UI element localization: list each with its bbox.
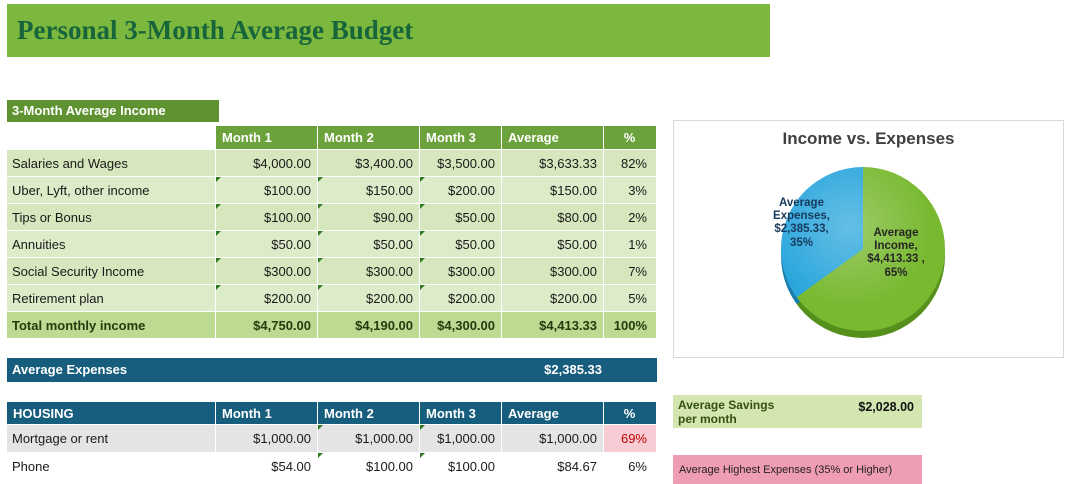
average-savings-value[interactable]: $2,028.00 [858,400,914,414]
highest-expenses-label: Average Highest Expenses (35% or Higher) [679,463,893,476]
cell-percent[interactable]: 6% [604,453,657,481]
income-table: Month 1 Month 2 Month 3 Average % Salari… [7,126,657,339]
total-month1[interactable]: $4,750.00 [216,312,318,339]
housing-row-label[interactable]: Phone [7,453,216,481]
average-savings-box: Average Savings per month $2,028.00 [673,395,922,428]
corner-cell [7,126,216,150]
cell-average[interactable]: $3,633.33 [502,150,604,177]
cell-month3[interactable]: $300.00 [420,258,502,285]
cell-month2[interactable]: $100.00 [318,453,420,481]
average-savings-label: Average Savings per month [678,398,775,427]
income-row: Annuities $50.00 $50.00 $50.00 $50.00 1% [7,231,657,258]
income-row: Social Security Income $300.00 $300.00 $… [7,258,657,285]
income-vs-expenses-chart: Income vs. Expenses Average Expenses, $2… [673,120,1064,358]
cell-month3[interactable]: $200.00 [420,177,502,204]
column-header-month2: Month 2 [318,126,420,150]
cell-average[interactable]: $80.00 [502,204,604,231]
column-header-percent: % [604,402,657,425]
cell-average[interactable]: $1,000.00 [502,425,604,453]
income-row: Salaries and Wages $4,000.00 $3,400.00 $… [7,150,657,177]
page-title: Personal 3-Month Average Budget [17,15,414,45]
column-header-month3: Month 3 [420,126,502,150]
cell-month1[interactable]: $100.00 [216,204,318,231]
pie-label-expenses: Average Expenses, $2,385.33, 35% [773,197,830,249]
cell-percent[interactable]: 82% [604,150,657,177]
income-row: Uber, Lyft, other income $100.00 $150.00… [7,177,657,204]
housing-section-header: HOUSING [7,402,216,425]
cell-average[interactable]: $84.67 [502,453,604,481]
cell-percent[interactable]: 3% [604,177,657,204]
column-header-month3: Month 3 [420,402,502,425]
housing-row: Mortgage or rent $1,000.00 $1,000.00 $1,… [7,425,657,453]
cell-percent[interactable]: 5% [604,285,657,312]
cell-month3[interactable]: $1,000.00 [420,425,502,453]
income-row-label[interactable]: Uber, Lyft, other income [7,177,216,204]
housing-row: Phone $54.00 $100.00 $100.00 $84.67 6% [7,453,657,481]
total-average[interactable]: $4,413.33 [502,312,604,339]
cell-month1[interactable]: $4,000.00 [216,150,318,177]
cell-month2[interactable]: $1,000.00 [318,425,420,453]
income-row-label[interactable]: Retirement plan [7,285,216,312]
cell-average[interactable]: $150.00 [502,177,604,204]
cell-month1[interactable]: $50.00 [216,231,318,258]
cell-percent-highlight[interactable]: 69% [604,425,657,453]
housing-header-row: HOUSING Month 1 Month 2 Month 3 Average … [7,402,657,425]
cell-month2[interactable]: $90.00 [318,204,420,231]
cell-month3[interactable]: $50.00 [420,204,502,231]
cell-percent[interactable]: 1% [604,231,657,258]
cell-month2[interactable]: $50.00 [318,231,420,258]
highest-expenses-box: Average Highest Expenses (35% or Higher) [673,455,922,484]
cell-month1[interactable]: $300.00 [216,258,318,285]
total-percent[interactable]: 100% [604,312,657,339]
cell-percent[interactable]: 7% [604,258,657,285]
cell-month3[interactable]: $50.00 [420,231,502,258]
income-header-row: Month 1 Month 2 Month 3 Average % [7,126,657,150]
income-section-header: 3-Month Average Income [7,100,219,122]
cell-month1[interactable]: $1,000.00 [216,425,318,453]
income-row-label[interactable]: Annuities [7,231,216,258]
column-header-month1: Month 1 [216,402,318,425]
column-header-month2: Month 2 [318,402,420,425]
total-month2[interactable]: $4,190.00 [318,312,420,339]
housing-table: HOUSING Month 1 Month 2 Month 3 Average … [7,402,657,481]
cell-month1[interactable]: $200.00 [216,285,318,312]
housing-row-label[interactable]: Mortgage or rent [7,425,216,453]
total-month3[interactable]: $4,300.00 [420,312,502,339]
income-row: Tips or Bonus $100.00 $90.00 $50.00 $80.… [7,204,657,231]
column-header-average: Average [502,402,604,425]
average-expenses-bar: Average Expenses $2,385.33 [7,358,657,382]
total-row-label[interactable]: Total monthly income [7,312,216,339]
column-header-percent: % [604,126,657,150]
cell-month2[interactable]: $3,400.00 [318,150,420,177]
column-header-month1: Month 1 [216,126,318,150]
income-row-label[interactable]: Tips or Bonus [7,204,216,231]
income-row-label[interactable]: Salaries and Wages [7,150,216,177]
average-expenses-value[interactable]: $2,385.33 [544,362,602,377]
title-banner: Personal 3-Month Average Budget [7,4,770,57]
pie-chart [781,167,945,338]
chart-title: Income vs. Expenses [782,129,955,148]
cell-month3[interactable]: $100.00 [420,453,502,481]
cell-percent[interactable]: 2% [604,204,657,231]
cell-month1[interactable]: $54.00 [216,453,318,481]
column-header-average: Average [502,126,604,150]
income-row: Retirement plan $200.00 $200.00 $200.00 … [7,285,657,312]
cell-month3[interactable]: $200.00 [420,285,502,312]
cell-average[interactable]: $50.00 [502,231,604,258]
pie-label-income: Average Income, $4,413.33 , 65% [867,227,925,279]
cell-month2[interactable]: $200.00 [318,285,420,312]
income-row-label[interactable]: Social Security Income [7,258,216,285]
cell-month2[interactable]: $300.00 [318,258,420,285]
income-total-row: Total monthly income $4,750.00 $4,190.00… [7,312,657,339]
pie [781,167,945,331]
cell-average[interactable]: $300.00 [502,258,604,285]
cell-month2[interactable]: $150.00 [318,177,420,204]
cell-month3[interactable]: $3,500.00 [420,150,502,177]
cell-month1[interactable]: $100.00 [216,177,318,204]
average-expenses-label: Average Expenses [12,362,128,377]
cell-average[interactable]: $200.00 [502,285,604,312]
